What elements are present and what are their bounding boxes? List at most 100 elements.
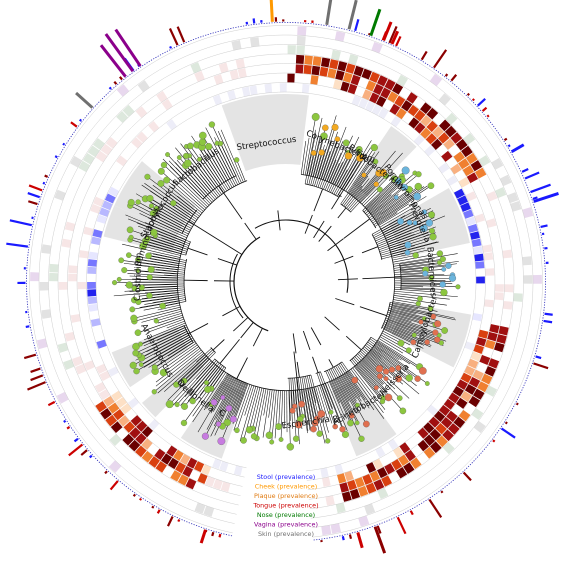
leaf-node bbox=[147, 265, 155, 274]
leaf-node bbox=[144, 235, 151, 242]
ring-cell bbox=[475, 336, 487, 347]
abundance-bar bbox=[382, 21, 393, 42]
ring-cell bbox=[39, 282, 49, 291]
leaf-node bbox=[406, 219, 413, 226]
ring-cell bbox=[99, 370, 111, 382]
abundance-bar bbox=[30, 374, 44, 382]
ring-cell bbox=[241, 86, 251, 97]
ring-cell bbox=[396, 74, 409, 87]
leaf-node bbox=[208, 121, 216, 128]
leaf-node bbox=[198, 138, 207, 146]
ring-cell bbox=[348, 54, 359, 65]
ring-cell bbox=[310, 75, 319, 85]
leaf-node bbox=[112, 280, 118, 286]
leaf-node bbox=[160, 161, 168, 169]
ring-cell bbox=[513, 293, 523, 302]
ring-cell bbox=[464, 341, 475, 351]
ring-cell bbox=[96, 214, 108, 224]
leaf-node bbox=[383, 376, 389, 382]
leaf-node bbox=[225, 404, 233, 412]
ring-cell bbox=[371, 41, 383, 54]
ring-cell bbox=[136, 131, 148, 143]
leaf-node bbox=[170, 199, 177, 207]
abundance-bar bbox=[543, 319, 553, 324]
ring-cell bbox=[365, 80, 377, 92]
leaf-node bbox=[429, 233, 437, 241]
leaf-node bbox=[144, 173, 151, 180]
ring-cell bbox=[354, 476, 365, 488]
ring-cell bbox=[392, 446, 404, 458]
abundance-bar bbox=[166, 516, 174, 527]
ring-cell bbox=[364, 503, 376, 515]
leaf-node bbox=[441, 327, 448, 334]
ring-cell bbox=[103, 395, 115, 407]
clade-label: Clostridium bbox=[133, 252, 145, 301]
leaf-node bbox=[138, 284, 145, 291]
ring-cell bbox=[182, 465, 194, 478]
ring-cell bbox=[462, 165, 474, 177]
ring-cell bbox=[122, 433, 135, 446]
ring-cell bbox=[369, 92, 380, 104]
ring-cell bbox=[130, 414, 143, 427]
leaf-node bbox=[375, 365, 384, 373]
ring-cell bbox=[425, 133, 437, 145]
leaf-node bbox=[430, 313, 437, 320]
leaf-node bbox=[311, 419, 319, 427]
leaf-node bbox=[240, 437, 247, 444]
ring-cell bbox=[167, 457, 179, 470]
ring-cell bbox=[477, 381, 489, 393]
ring-cell bbox=[118, 415, 130, 427]
ring-cell bbox=[36, 338, 48, 350]
ring-cell bbox=[464, 365, 476, 376]
ring-cell bbox=[450, 163, 462, 175]
ring-cell bbox=[482, 244, 493, 253]
abundance-bar bbox=[433, 49, 448, 69]
abundance-bar bbox=[369, 8, 382, 37]
leaf-node bbox=[395, 364, 402, 371]
leaf-node bbox=[382, 368, 390, 375]
ring-cell bbox=[371, 104, 382, 116]
ring-cell bbox=[384, 462, 395, 475]
ring-cell bbox=[394, 95, 406, 108]
leaf-node bbox=[448, 274, 457, 282]
leaf-node bbox=[415, 171, 422, 178]
ring-cell bbox=[87, 282, 97, 289]
clade-sector-layer bbox=[103, 94, 472, 459]
ring-cell bbox=[484, 365, 496, 377]
ring-cell bbox=[438, 162, 450, 174]
abundance-bar bbox=[89, 454, 93, 459]
ring-cell bbox=[123, 421, 136, 433]
leaf-node bbox=[173, 381, 180, 388]
ring-cell bbox=[296, 45, 305, 55]
leaf-node bbox=[311, 112, 320, 121]
ring-cell bbox=[460, 145, 473, 158]
ring-cell bbox=[474, 261, 485, 269]
ring-cell bbox=[391, 83, 404, 95]
ring-cell bbox=[193, 461, 205, 473]
leaf-node bbox=[151, 364, 158, 371]
abundance-bar bbox=[269, 0, 274, 22]
leaf-node bbox=[379, 398, 386, 405]
abundance-bar bbox=[354, 18, 360, 32]
ring-cell bbox=[58, 282, 68, 290]
leaf-node bbox=[234, 157, 240, 163]
ring-cell bbox=[109, 433, 122, 446]
ring-cell bbox=[455, 138, 468, 151]
ring-cell bbox=[154, 448, 166, 461]
clade-label: Bacteroides bbox=[424, 246, 438, 297]
ring-cell bbox=[186, 457, 198, 469]
abundance-bar bbox=[521, 168, 529, 173]
ring-cell bbox=[362, 473, 373, 485]
leaf-node bbox=[131, 285, 138, 292]
ring-cell bbox=[417, 439, 429, 452]
abundance-bar-layer bbox=[6, 0, 559, 554]
leaf-node bbox=[405, 374, 413, 382]
leaf-node bbox=[419, 367, 427, 375]
ring-cell bbox=[493, 342, 505, 353]
ring-cell bbox=[218, 62, 229, 74]
clade-label: B bbox=[332, 414, 341, 425]
ring-cell bbox=[87, 266, 97, 275]
ring-cell bbox=[351, 95, 362, 107]
ring-cell bbox=[70, 155, 82, 168]
ring-cell bbox=[456, 379, 468, 390]
